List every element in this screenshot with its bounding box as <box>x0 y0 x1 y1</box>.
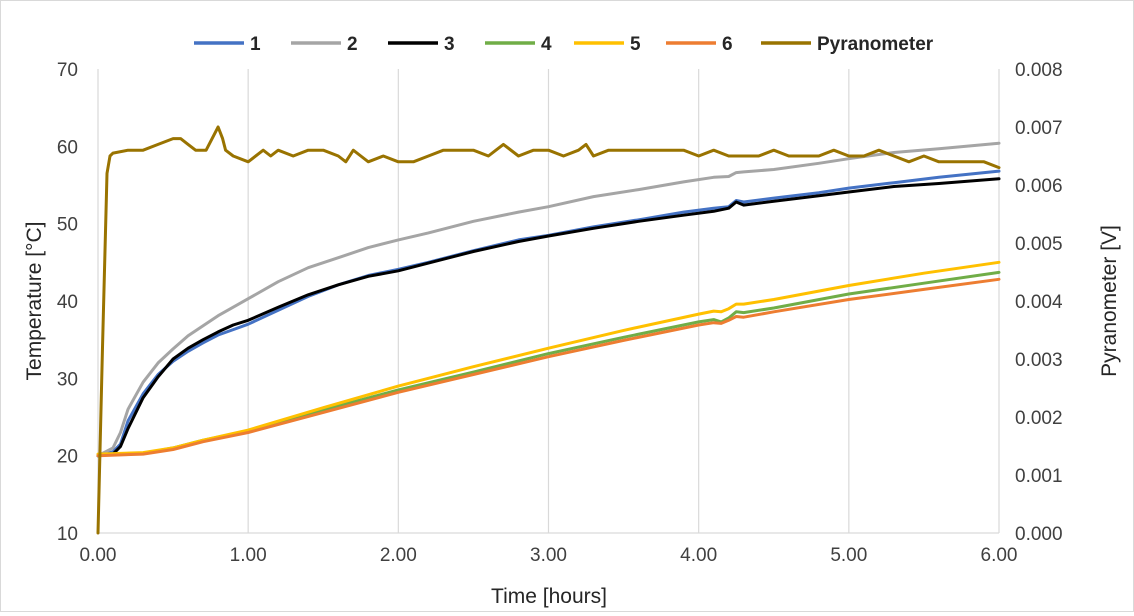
y-tick-label: 40 <box>57 292 78 313</box>
legend: 1 2 3 4 5 6 Pyranometer <box>194 34 934 55</box>
y-tick-label: 60 <box>57 137 78 158</box>
y2-tick-label: 0.008 <box>1015 60 1063 81</box>
y2-tick-label: 0.000 <box>1015 524 1063 545</box>
y-tick-label: 50 <box>57 215 78 236</box>
y2-tick-label: 0.004 <box>1015 292 1063 313</box>
x-tick-label: 0.00 <box>80 545 117 566</box>
series-line-5 <box>96 260 1001 456</box>
legend-label-3: 3 <box>444 34 455 55</box>
tick-labels: 0.00 1.00 2.00 3.00 4.00 5.00 6.00 10 20 30 40 50 60… <box>57 60 1063 566</box>
series-line-pyranometer <box>96 125 1001 535</box>
y-tick-label: 20 <box>57 447 78 468</box>
legend-label-1: 1 <box>250 34 261 55</box>
y-axis-title: Temperature [°C] <box>23 222 46 381</box>
y2-axis-title: Pyranometer [V] <box>1098 225 1121 377</box>
y2-tick-label: 0.006 <box>1015 176 1063 197</box>
series-line-3 <box>96 177 1001 458</box>
x-tick-label: 6.00 <box>981 545 1018 566</box>
y2-tick-label: 0.002 <box>1015 408 1063 429</box>
legend-label-5: 5 <box>630 34 641 55</box>
series-line-6 <box>96 277 1001 458</box>
y2-tick-label: 0.003 <box>1015 350 1063 371</box>
y-tick-label: 30 <box>57 369 78 390</box>
y2-tick-label: 0.007 <box>1015 118 1063 139</box>
x-tick-label: 4.00 <box>680 545 717 566</box>
x-tick-label: 2.00 <box>380 545 417 566</box>
x-tick-label: 3.00 <box>530 545 567 566</box>
grid-lines <box>247 69 1000 533</box>
legend-label-4: 4 <box>541 34 552 55</box>
x-tick-label: 1.00 <box>230 545 267 566</box>
legend-label-2: 2 <box>347 34 358 55</box>
y-tick-label: 70 <box>57 60 78 81</box>
legend-label-pyranometer: Pyranometer <box>817 34 934 55</box>
y2-tick-label: 0.001 <box>1015 466 1063 487</box>
x-tick-label: 5.00 <box>830 545 867 566</box>
series-line-2 <box>96 141 1001 458</box>
y-tick-label: 10 <box>57 524 78 545</box>
x-axis-title: Time [hours] <box>491 585 607 608</box>
legend-label-6: 6 <box>722 34 733 55</box>
series-lines <box>96 125 1001 535</box>
y2-tick-label: 0.005 <box>1015 234 1063 255</box>
